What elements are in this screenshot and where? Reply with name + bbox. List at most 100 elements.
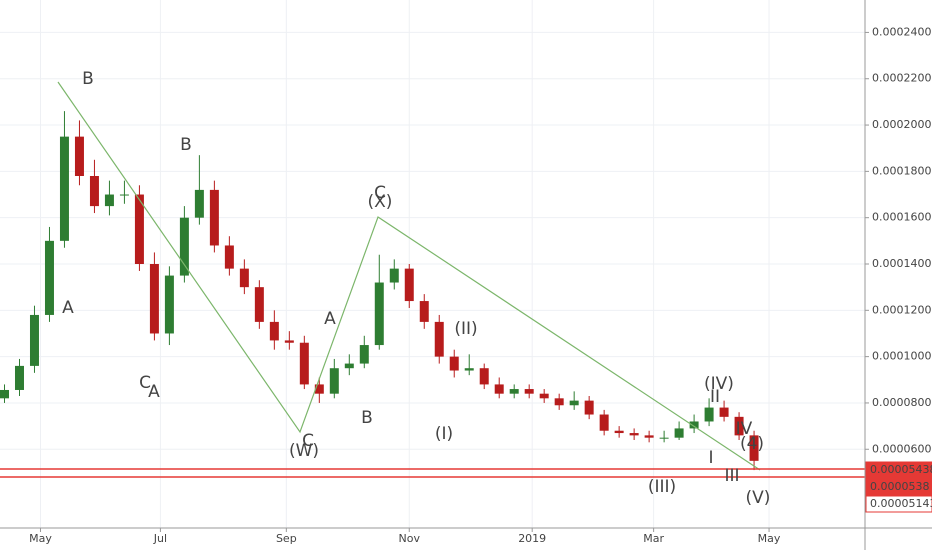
x-tick-label: Nov xyxy=(399,532,421,545)
candle-body xyxy=(689,421,699,429)
wave-label: I xyxy=(708,448,713,468)
wave-label: C xyxy=(374,183,386,203)
price-label-box xyxy=(865,495,932,513)
y-tick-label: 0.00018000 xyxy=(872,164,932,177)
candle-body xyxy=(224,245,234,269)
candle-body xyxy=(134,194,144,264)
x-tick-label: 2019 xyxy=(518,532,546,545)
candle-body xyxy=(524,389,534,394)
wave-label: A xyxy=(148,382,160,402)
candle-body xyxy=(344,363,354,369)
candle-body xyxy=(629,433,639,436)
wave-label: C xyxy=(139,373,151,393)
candle-body xyxy=(404,268,414,302)
price-label-box xyxy=(865,461,932,479)
wave-label: (I) xyxy=(435,424,453,444)
wave-label: II xyxy=(710,387,720,407)
candle-body xyxy=(554,398,564,406)
wave-label: A xyxy=(62,298,74,318)
candle-body xyxy=(209,189,219,246)
wave-line xyxy=(57,81,761,471)
wave-label: (IV) xyxy=(704,374,734,394)
candle-body xyxy=(389,268,399,283)
candle-body xyxy=(149,264,159,334)
candle-body xyxy=(164,275,174,334)
candle-body xyxy=(44,240,54,315)
candle-body xyxy=(599,414,609,431)
y-tick-label: 0.00008000 xyxy=(872,396,932,409)
y-tick-label: 0.00022000 xyxy=(872,72,932,85)
candle-body xyxy=(749,435,759,461)
price-label: 0.00005438 xyxy=(870,463,932,476)
y-tick-label: 0.00014000 xyxy=(872,257,932,270)
candle-body xyxy=(434,321,444,357)
wave-label: B xyxy=(361,408,373,428)
wave-label: B xyxy=(180,135,192,155)
candle-body xyxy=(299,342,309,385)
candle-body xyxy=(239,268,249,288)
candle-body xyxy=(314,384,324,394)
candle-body xyxy=(14,365,24,390)
candle-body xyxy=(479,368,489,385)
candle-body xyxy=(659,437,669,439)
wave-label: III xyxy=(724,466,739,486)
axis-labels: 0.00006000 0.00008000 0.00010000 0.00012000… xyxy=(29,25,932,545)
candle-body xyxy=(449,356,459,371)
candle-body xyxy=(374,282,384,346)
candle-body xyxy=(674,428,684,438)
x-tick-label: Jul xyxy=(153,532,167,545)
wave-label: (II) xyxy=(454,319,477,339)
candle-body xyxy=(0,389,9,399)
y-tick-label: 0.00020000 xyxy=(872,118,932,131)
candle-body xyxy=(194,189,204,218)
candle-body xyxy=(614,430,624,434)
candle-body xyxy=(464,368,474,371)
candle-body xyxy=(29,314,39,366)
candle-body xyxy=(359,345,369,364)
candle-body xyxy=(644,435,654,438)
wave-label: (4) xyxy=(740,434,764,454)
candle-body xyxy=(59,136,69,241)
candle-body xyxy=(74,136,84,176)
y-tick-label: 0.00016000 xyxy=(872,211,932,224)
x-tick-label: May xyxy=(29,532,52,545)
price-label: 0.00005143 xyxy=(870,497,932,510)
candle-body xyxy=(179,217,189,276)
wave-label: (W) xyxy=(289,441,319,461)
y-tick-label: 0.00024000 xyxy=(872,25,932,38)
wave-label: (III) xyxy=(648,477,676,497)
candle-body xyxy=(119,194,129,196)
wave-label: IV xyxy=(736,419,753,439)
candle-body xyxy=(719,407,729,417)
candle-body xyxy=(329,368,339,394)
candle-body xyxy=(419,301,429,322)
wave-label: B xyxy=(82,69,94,89)
candles xyxy=(0,111,759,471)
wave-label: C xyxy=(302,431,314,451)
wave-label: A xyxy=(324,309,336,329)
grid xyxy=(0,0,865,528)
candle-body xyxy=(284,340,294,343)
x-tick-label: Mar xyxy=(643,532,664,545)
wave-label: (X) xyxy=(368,192,393,212)
y-tick-label: 0.00010000 xyxy=(872,350,932,363)
wave-label: (V) xyxy=(746,488,771,508)
candle-body xyxy=(254,287,264,322)
x-tick-label: May xyxy=(758,532,781,545)
candle-body xyxy=(104,194,114,207)
annotations: BABCAAC(W)BC(X)(I)(II)(III)(IV)(V)IIIIII… xyxy=(62,69,770,508)
candle-body xyxy=(269,321,279,341)
y-tick-label: 0.00006000 xyxy=(872,442,932,455)
candle-body xyxy=(539,393,549,399)
y-tick-label: 0.00012000 xyxy=(872,303,932,316)
price-label: 0.0000538 xyxy=(870,480,930,493)
candle-body xyxy=(584,400,594,415)
x-tick-label: Sep xyxy=(276,532,297,545)
candle-body xyxy=(494,384,504,394)
candle-body xyxy=(734,416,744,436)
candle-body xyxy=(89,176,99,207)
candle-body xyxy=(569,400,579,406)
price-label-box xyxy=(865,478,932,496)
candle-body xyxy=(704,407,714,422)
